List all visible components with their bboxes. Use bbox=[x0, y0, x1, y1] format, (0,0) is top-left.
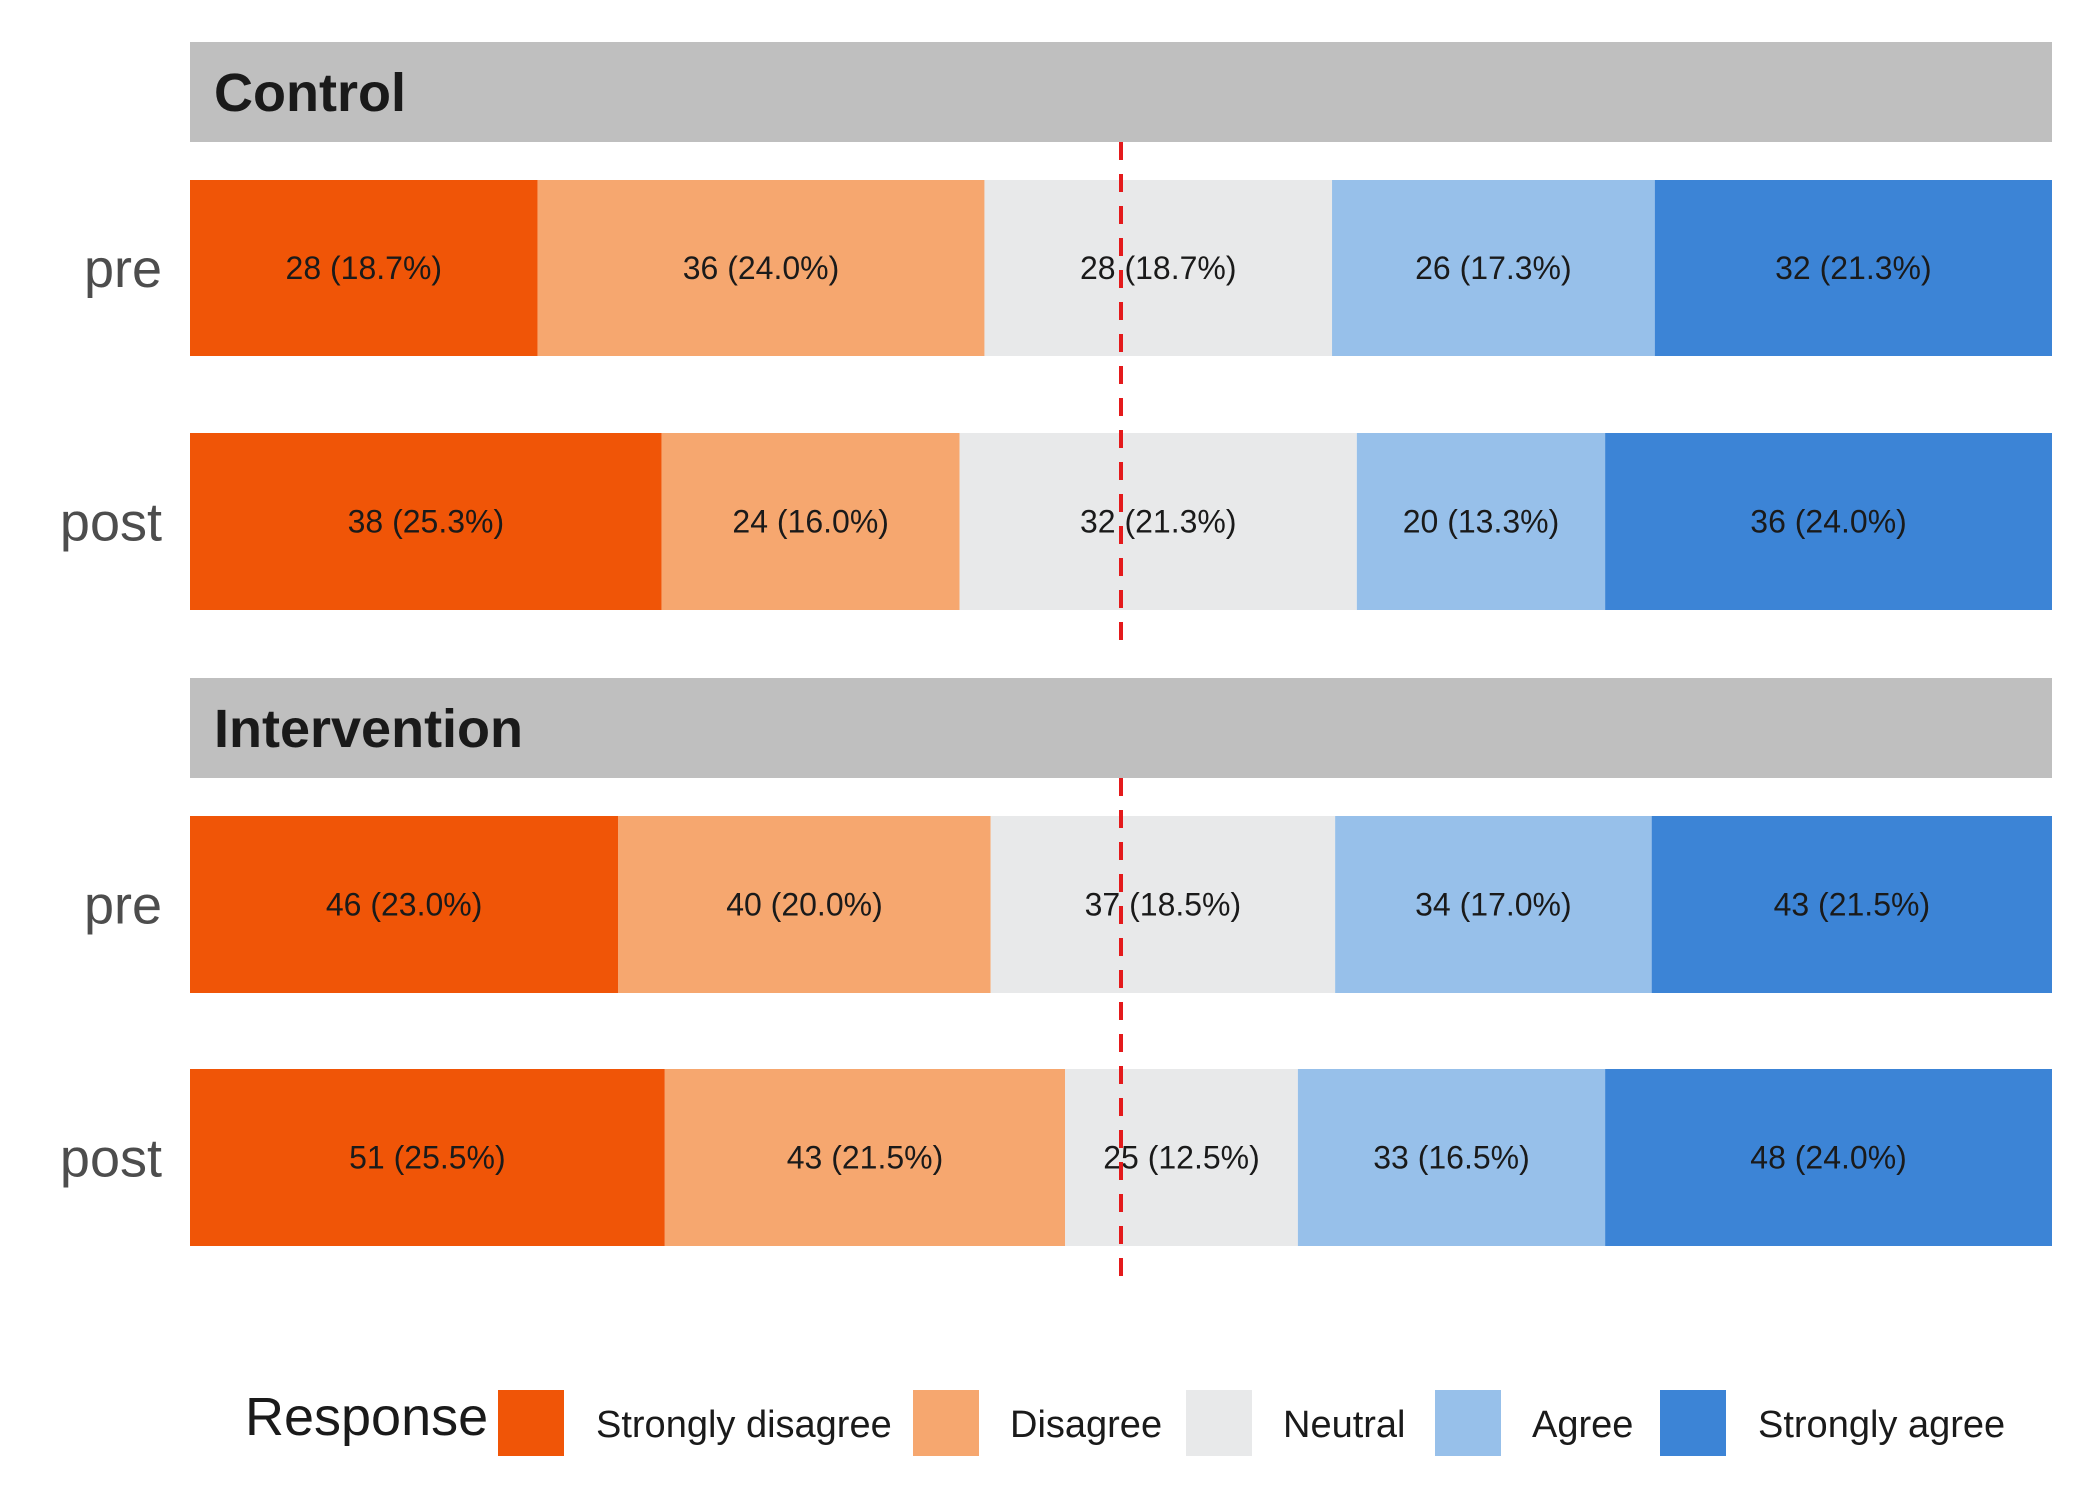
bar-segment bbox=[1605, 433, 2052, 610]
row-label: pre bbox=[84, 239, 162, 299]
segment-value-label: 40 (20.0%) bbox=[726, 887, 883, 923]
bar-segment bbox=[190, 433, 662, 610]
bar-segment bbox=[618, 816, 991, 993]
segment-value-label: 25 (12.5%) bbox=[1103, 1140, 1260, 1176]
bar-segment bbox=[1065, 1069, 1298, 1246]
bar-segment bbox=[190, 1069, 665, 1246]
segment-value-label: 37 (18.5%) bbox=[1085, 887, 1242, 923]
segment-value-label: 26 (17.3%) bbox=[1415, 250, 1572, 286]
row-label: post bbox=[60, 1129, 162, 1189]
legend-label: Agree bbox=[1532, 1404, 1633, 1446]
legend-key bbox=[913, 1390, 979, 1456]
legend-label: Neutral bbox=[1283, 1404, 1406, 1446]
legend-title: Response bbox=[245, 1387, 488, 1447]
legend-label: Strongly agree bbox=[1758, 1404, 2005, 1446]
row-label: post bbox=[60, 493, 162, 553]
legend-label: Strongly disagree bbox=[596, 1404, 892, 1446]
bar-segment bbox=[1651, 816, 2052, 993]
panel-title: Intervention bbox=[214, 699, 523, 759]
bar-segment bbox=[190, 816, 619, 993]
segment-value-label: 33 (16.5%) bbox=[1373, 1140, 1530, 1176]
legend-key bbox=[498, 1390, 564, 1456]
bar-segment bbox=[190, 180, 538, 356]
segment-value-label: 43 (21.5%) bbox=[1774, 887, 1931, 923]
bar-segment bbox=[990, 816, 1336, 993]
panel-title: Control bbox=[214, 63, 406, 123]
bar-segment bbox=[661, 433, 960, 610]
bar-segment bbox=[1335, 816, 1652, 993]
segment-value-label: 32 (21.3%) bbox=[1775, 250, 1932, 286]
segment-value-label: 38 (25.3%) bbox=[348, 504, 505, 540]
segment-value-label: 20 (13.3%) bbox=[1403, 504, 1560, 540]
segment-value-label: 48 (24.0%) bbox=[1750, 1140, 1907, 1176]
legend-label: Disagree bbox=[1010, 1404, 1162, 1446]
bar-segment bbox=[1332, 180, 1655, 356]
legend-key bbox=[1660, 1390, 1726, 1456]
bar-segment bbox=[1356, 433, 1606, 610]
segment-value-label: 28 (18.7%) bbox=[1080, 250, 1237, 286]
segment-value-label: 32 (21.3%) bbox=[1080, 504, 1237, 540]
segment-value-label: 34 (17.0%) bbox=[1415, 887, 1572, 923]
segment-value-label: 46 (23.0%) bbox=[326, 887, 483, 923]
segment-value-label: 28 (18.7%) bbox=[286, 250, 443, 286]
legend-key bbox=[1186, 1390, 1252, 1456]
segment-value-label: 51 (25.5%) bbox=[349, 1140, 506, 1176]
row-label: pre bbox=[84, 876, 162, 936]
panel-strip bbox=[190, 678, 2052, 778]
bar-segment bbox=[984, 180, 1333, 356]
segment-value-label: 43 (21.5%) bbox=[787, 1140, 944, 1176]
segment-value-label: 24 (16.0%) bbox=[732, 504, 889, 540]
bar-segment bbox=[1297, 1069, 1606, 1246]
bar-segment bbox=[1605, 1069, 2052, 1246]
legend-key bbox=[1435, 1390, 1501, 1456]
bar-segment bbox=[1654, 180, 2052, 356]
bar-segment bbox=[959, 433, 1357, 610]
segment-value-label: 36 (24.0%) bbox=[1750, 504, 1907, 540]
segment-value-label: 36 (24.0%) bbox=[683, 250, 840, 286]
bar-segment bbox=[537, 180, 985, 356]
panel-strip bbox=[190, 42, 2052, 142]
bar-segment bbox=[664, 1069, 1066, 1246]
